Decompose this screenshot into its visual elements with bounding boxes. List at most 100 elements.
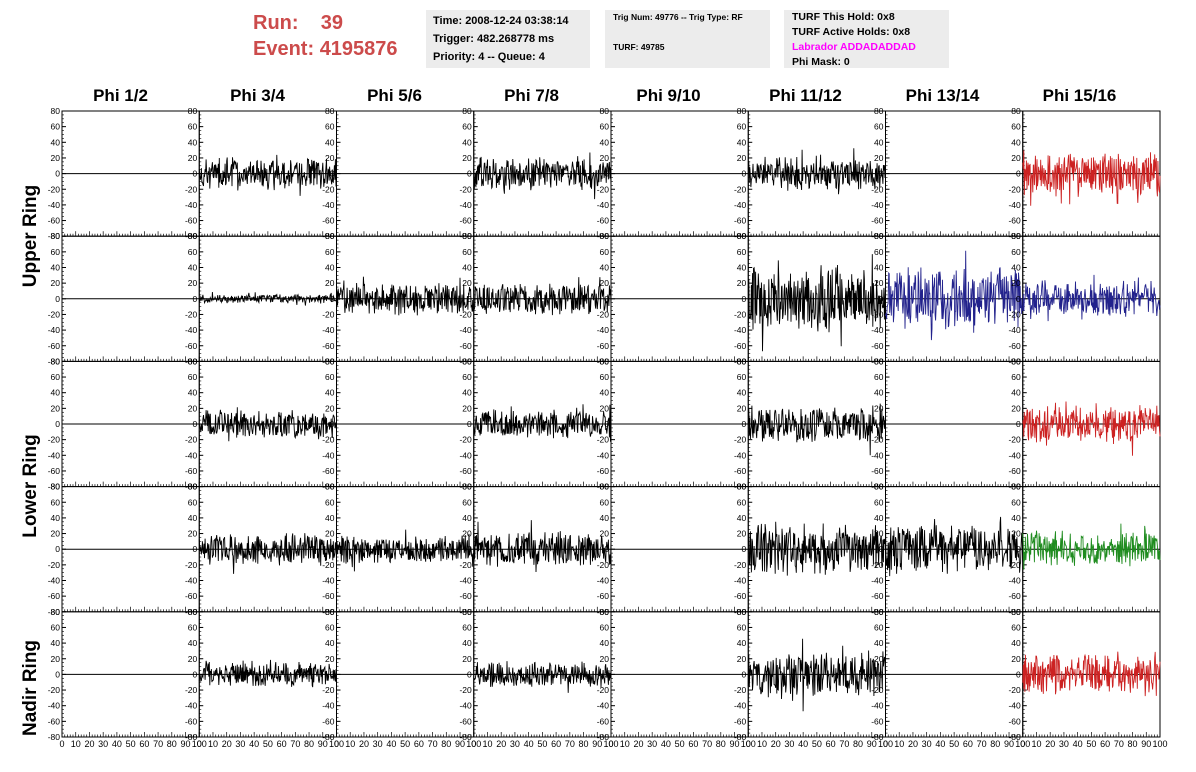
- y-tick-label: -20: [871, 184, 884, 194]
- y-tick-label: 40: [1011, 638, 1021, 648]
- y-tick-label: 80: [462, 106, 472, 116]
- y-tick-label: 40: [51, 263, 61, 273]
- y-tick-label: -40: [734, 576, 747, 586]
- y-tick-label: 20: [737, 529, 747, 539]
- x-tick-label: 0: [746, 739, 751, 749]
- x-tick-label: 20: [1045, 739, 1055, 749]
- y-tick-label: 60: [874, 247, 884, 257]
- y-tick-label: -40: [597, 701, 610, 711]
- y-tick-label: -60: [459, 716, 472, 726]
- y-tick-label: 20: [188, 654, 198, 664]
- priority-text: Priority: 4 -- Queue: 4: [433, 51, 545, 63]
- y-tick-label: 0: [467, 544, 472, 554]
- y-tick-label: 0: [467, 169, 472, 179]
- x-tick-label: 90: [867, 739, 877, 749]
- x-tick-label: 70: [1114, 739, 1124, 749]
- x-tick-label: 0: [334, 739, 339, 749]
- y-tick-label: -40: [459, 576, 472, 586]
- y-tick-label: -60: [185, 591, 198, 601]
- y-tick-label: 20: [51, 529, 61, 539]
- y-tick-label: 20: [737, 278, 747, 288]
- y-tick-label: 60: [188, 122, 198, 132]
- y-tick-label: 80: [874, 482, 884, 492]
- x-tick-label: 50: [400, 739, 410, 749]
- y-tick-label: 0: [193, 419, 198, 429]
- y-tick-label: -20: [48, 560, 61, 570]
- y-tick-label: 20: [600, 654, 610, 664]
- y-tick-label: -40: [734, 325, 747, 335]
- y-tick-label: -20: [871, 309, 884, 319]
- phi-header-8: Phi 15/16: [1042, 86, 1117, 105]
- y-tick-label: 40: [188, 388, 198, 398]
- x-tick-label: 10: [482, 739, 492, 749]
- y-tick-label: 80: [874, 106, 884, 116]
- waveform-trace: [198, 407, 337, 442]
- y-tick-label: 20: [737, 654, 747, 664]
- y-tick-label: 60: [188, 622, 198, 632]
- x-tick-label: 10: [894, 739, 904, 749]
- y-tick-label: 20: [874, 654, 884, 664]
- event-label: Event:: [253, 38, 315, 60]
- x-tick-label: 30: [235, 739, 245, 749]
- y-tick-label: 40: [1011, 263, 1021, 273]
- x-tick-label: 30: [510, 739, 520, 749]
- y-tick-label: 60: [462, 622, 472, 632]
- phi-header-3: Phi 5/6: [367, 86, 422, 105]
- y-tick-label: 40: [600, 263, 610, 273]
- x-tick-label: 0: [471, 739, 476, 749]
- y-tick-label: -80: [1008, 732, 1021, 742]
- x-tick-label: 60: [688, 739, 698, 749]
- y-tick-label: 60: [600, 122, 610, 132]
- x-tick-label: 10: [345, 739, 355, 749]
- y-tick-label: -20: [734, 685, 747, 695]
- y-tick-label: 0: [879, 294, 884, 304]
- y-tick-label: 20: [51, 654, 61, 664]
- x-tick-label: 90: [592, 739, 602, 749]
- panel-r5-c1: 80 60 40 20 0 -20 -40 -60 -80: [48, 607, 200, 742]
- y-tick-label: 80: [325, 356, 335, 366]
- y-tick-label: -40: [597, 450, 610, 460]
- y-tick-label: -40: [734, 200, 747, 210]
- y-tick-label: 40: [600, 513, 610, 523]
- y-tick-label: 80: [51, 482, 61, 492]
- y-tick-label: -20: [185, 685, 198, 695]
- x-tick-label: 40: [935, 739, 945, 749]
- y-tick-label: 60: [462, 372, 472, 382]
- y-tick-label: 40: [188, 513, 198, 523]
- y-tick-label: 60: [462, 497, 472, 507]
- y-tick-label: -80: [871, 732, 884, 742]
- x-tick-label: 70: [839, 739, 849, 749]
- y-tick-label: 80: [325, 607, 335, 617]
- y-tick-label: 0: [1016, 419, 1021, 429]
- y-tick-label: -60: [459, 591, 472, 601]
- y-tick-label: 0: [742, 419, 747, 429]
- y-tick-label: -80: [734, 732, 747, 742]
- turf-info-box: TURF This Hold: 0x8 TURF Active Holds: 0…: [784, 10, 949, 68]
- y-tick-label: -40: [322, 200, 335, 210]
- y-tick-label: -60: [734, 466, 747, 476]
- y-tick-label: 60: [737, 497, 747, 507]
- x-tick-label: 0: [608, 739, 613, 749]
- x-tick-label: 50: [537, 739, 547, 749]
- waveform-trace: [885, 250, 1024, 341]
- y-tick-label: 80: [737, 356, 747, 366]
- panel-r5-c3: 80 60 40 20 0 -20 -40 -60 -80: [322, 607, 475, 742]
- y-tick-label: -20: [48, 685, 61, 695]
- y-tick-label: 20: [874, 403, 884, 413]
- y-tick-label: 80: [51, 356, 61, 366]
- phi-header-2: Phi 3/4: [230, 86, 285, 105]
- x-tick-label: 90: [730, 739, 740, 749]
- waveform-trace: [198, 291, 337, 306]
- y-tick-label: -20: [48, 309, 61, 319]
- y-tick-label: 20: [51, 278, 61, 288]
- waveform-trace: [747, 254, 886, 352]
- x-tick-label: 50: [949, 739, 959, 749]
- y-tick-label: 0: [742, 294, 747, 304]
- y-tick-label: -40: [871, 450, 884, 460]
- waveform-trace: [747, 521, 886, 576]
- y-tick-label: -60: [1008, 466, 1021, 476]
- y-tick-label: 40: [1011, 388, 1021, 398]
